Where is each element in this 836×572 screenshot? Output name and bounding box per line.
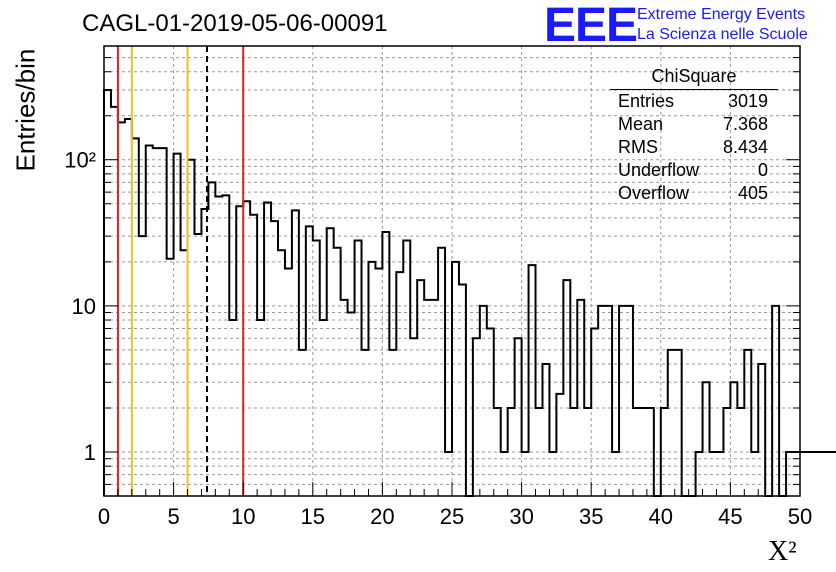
- stats-label: Entries: [618, 91, 675, 111]
- x-tick-label: 0: [98, 504, 110, 529]
- stats-row-mean: Mean 7.368: [610, 113, 778, 136]
- y-tick-label: 10: [72, 294, 96, 319]
- stats-row-overflow: Overflow 405: [610, 182, 778, 205]
- stats-label: Overflow: [618, 183, 690, 203]
- histogram-bins: [103, 88, 836, 497]
- x-tick-label: 20: [370, 504, 394, 529]
- x-tick-label: 35: [579, 504, 603, 529]
- stats-value: 405: [737, 183, 768, 203]
- stats-box: ChiSquare Entries 3019 Mean 7.368 RMS 8.…: [610, 66, 778, 205]
- y-tick-label: 10²: [64, 148, 96, 173]
- stats-value: 0: [757, 160, 768, 180]
- eee-logo: EEE: [544, 0, 638, 52]
- x-tick-label: 15: [301, 504, 325, 529]
- stats-value: 8.434: [722, 137, 768, 157]
- x-tick-label: 45: [718, 504, 742, 529]
- stats-row-underflow: Underflow 0: [610, 159, 778, 182]
- chart-title: CAGL-01-2019-05-06-00091: [82, 10, 388, 37]
- stats-row-entries: Entries 3019: [610, 90, 778, 113]
- x-tick-label: 25: [440, 504, 464, 529]
- stats-title: ChiSquare: [610, 66, 778, 90]
- y-tick-label: 1: [84, 440, 96, 465]
- stats-value: 3019: [727, 91, 768, 111]
- x-axis-label: X²: [768, 536, 797, 567]
- stats-value: 7.368: [722, 114, 768, 134]
- x-tick-label: 40: [649, 504, 673, 529]
- stats-label: Underflow: [618, 160, 700, 180]
- stats-label: RMS: [618, 137, 658, 157]
- x-tick-label: 5: [167, 504, 179, 529]
- logo-line-1: Extreme Energy Events: [637, 6, 806, 23]
- stats-row-rms: RMS 8.434: [610, 136, 778, 159]
- logo-line-2: La Scienza nelle Scuole: [637, 26, 808, 43]
- stats-label: Mean: [618, 114, 664, 134]
- x-tick-label: 10: [231, 504, 255, 529]
- x-tick-label: 50: [788, 504, 812, 529]
- x-tick-label: 30: [509, 504, 533, 529]
